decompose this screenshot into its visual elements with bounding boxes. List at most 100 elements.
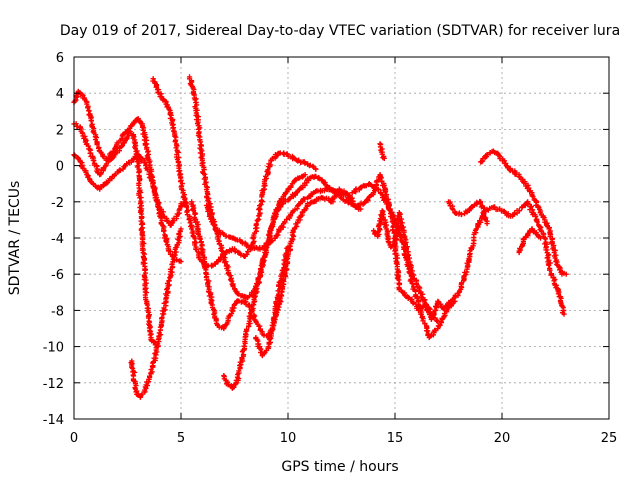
data-trace [219,248,231,272]
data-trace [377,141,387,161]
data-trace [149,177,160,201]
data-trace [195,227,208,262]
data-trace [227,301,238,318]
y-tick-label: 2 [56,123,64,138]
data-point [452,298,458,304]
data-trace [404,252,415,276]
data-trace [355,200,367,209]
data-trace [140,124,150,148]
data-trace [180,192,191,213]
series-arc-a [71,88,184,265]
data-point [381,155,387,161]
data-trace [142,373,153,391]
data-trace [427,327,439,339]
data-trace [190,89,201,123]
data-trace [290,201,303,214]
data-trace [432,315,440,324]
data-trace [255,255,267,286]
data-trace [555,287,567,316]
data-trace [256,182,268,222]
data-trace [150,78,160,90]
data-trace [134,164,146,239]
axis-ticks: 0 5 10 15 20 25 -14 -12 -10 -8 -6 -4 -2 0 2 4 6 [43,51,618,446]
series-arc-d [128,226,184,400]
chart-title: Day 019 of 2017, Sidereal Day-to-day VTE… [60,23,620,39]
data-trace [110,140,120,154]
y-tick-label: 0 [56,160,64,175]
data-trace [78,160,89,175]
data-trace [172,132,183,168]
data-trace [161,228,172,250]
data-trace [427,306,436,320]
y-tick-label: -2 [51,196,64,211]
data-trace [384,228,393,248]
data-trace [529,226,538,235]
data-trace [409,281,424,312]
data-trace [155,308,167,349]
data-trace [98,161,109,177]
data-trace [297,173,306,181]
series-arc-q [516,226,544,256]
data-trace [477,200,490,224]
data-trace [88,118,99,138]
data-trace [193,246,202,261]
data-trace [167,111,177,134]
data-trace [128,360,140,394]
series-arc-b [71,121,158,348]
data-point [484,220,490,227]
data-trace [124,130,132,142]
data-trace [396,211,407,235]
data-point [358,206,364,212]
data-trace [213,227,226,237]
data-trace [289,153,298,162]
data-trace [351,185,363,195]
data-trace [268,209,279,231]
data-trace [200,164,212,203]
series-arc-l [349,181,458,341]
data-trace [466,204,476,213]
data-trace [156,210,167,232]
data-trace [233,362,243,384]
data-trace [130,116,140,127]
series-arc-j [253,244,291,359]
data-trace [114,139,127,154]
x-tick-label: 10 [280,431,297,446]
x-tick-label: 15 [387,431,404,446]
y-tick-label: -10 [43,341,64,356]
data-trace [383,201,398,221]
x-tick-label: 0 [70,431,78,446]
y-tick-label: -14 [43,413,64,428]
data-trace [249,244,260,252]
data-trace [435,309,450,329]
data-trace [525,200,540,222]
series-arc-m [371,208,441,324]
x-tick-label: 20 [494,431,511,446]
data-trace [319,195,328,202]
data-trace [292,214,303,231]
y-axis-label: SDTVAR / TECUs [7,181,23,296]
data-trace [167,245,179,275]
data-trace [261,158,274,185]
series-arc-n [377,141,387,161]
data-trace [139,236,150,303]
data-trace [144,300,154,338]
series-arc-e [150,76,319,270]
data-trace [389,243,397,249]
data-trace [85,173,94,185]
data-trace [78,126,89,145]
data-trace [154,199,166,218]
series-arc-o [478,148,569,277]
data-trace [377,173,389,195]
data-trace [186,76,196,91]
data-trace [262,227,273,257]
data-trace [401,233,411,255]
data-point [178,226,184,232]
y-tick-label: -8 [51,304,64,319]
data-trace [230,381,239,390]
data-trace [550,246,560,268]
data-trace [85,103,94,121]
x-tick-label: 5 [177,431,185,446]
data-trace [224,247,234,255]
data-point [563,271,569,277]
